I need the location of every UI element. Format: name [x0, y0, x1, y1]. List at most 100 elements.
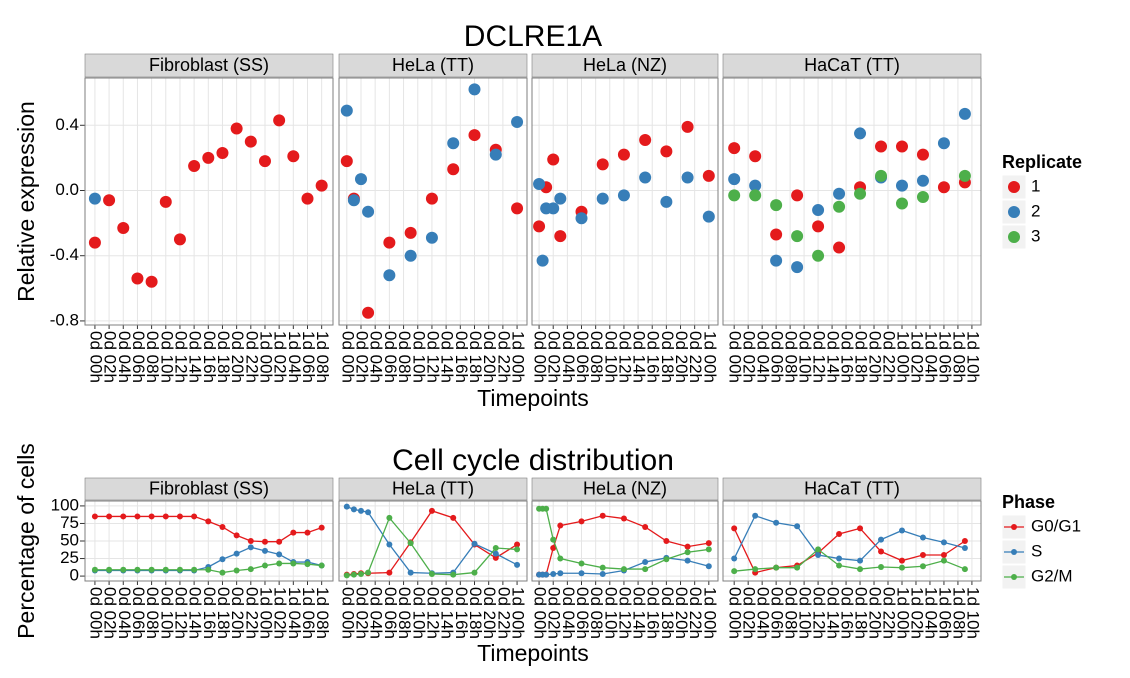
x-tick-label: 0d 20h [480, 331, 499, 383]
x-tick-label: 0d 12h [615, 587, 634, 639]
data-point [578, 570, 585, 577]
x-tick-label: 0d 12h [423, 331, 442, 383]
data-point [642, 566, 649, 573]
y-tick-label: 25 [60, 548, 79, 567]
data-point [468, 83, 481, 96]
data-point [857, 566, 864, 573]
legend-label: 3 [1031, 226, 1040, 245]
data-point [617, 148, 630, 161]
data-point [812, 220, 825, 233]
x-tick-label: 0d 20h [672, 331, 691, 383]
x-tick-label: 0d 14h [186, 331, 205, 383]
chart-title: DCLRE1A [464, 20, 602, 53]
data-point [428, 570, 435, 577]
x-tick-label: 1d 00h [509, 587, 528, 639]
strip-label: HeLa (NZ) [583, 55, 667, 75]
data-point [492, 554, 499, 561]
data-point [276, 551, 283, 558]
data-point [620, 515, 627, 522]
data-point [276, 560, 283, 567]
data-point [176, 513, 183, 520]
data-point [447, 137, 460, 150]
x-tick-label: 0d 08h [395, 331, 414, 383]
x-tick-label: 0d 22h [242, 587, 261, 639]
data-point [543, 505, 550, 512]
x-tick-label: 0d 14h [824, 331, 843, 383]
series-line [733, 514, 966, 562]
data-point [468, 129, 481, 142]
data-point [511, 116, 524, 129]
data-point [878, 548, 885, 555]
data-point [88, 236, 101, 249]
panel-border [531, 77, 719, 326]
x-tick-label: 1d 02h [271, 587, 290, 639]
data-point [173, 233, 186, 246]
x-tick-label: 1d 00h [700, 587, 719, 639]
data-point [660, 145, 673, 158]
chart-title: Cell cycle distribution [392, 444, 674, 477]
data-point [386, 514, 393, 521]
data-point [202, 151, 215, 164]
x-tick-label: 0d 02h [101, 587, 120, 639]
data-point [216, 146, 229, 159]
data-point [958, 107, 971, 120]
data-point [919, 552, 926, 559]
data-point [684, 557, 691, 564]
data-point [489, 148, 502, 161]
x-tick-label: 0d 02h [545, 331, 564, 383]
data-point [357, 507, 364, 514]
x-tick-label: 0d 08h [143, 587, 162, 639]
data-point [895, 179, 908, 192]
data-point [642, 523, 649, 530]
x-tick-label: 0d 04h [754, 331, 773, 383]
legend-label: 2 [1031, 201, 1040, 220]
data-point [681, 171, 694, 184]
x-tick-label: 0d 10h [601, 587, 620, 639]
data-point [492, 550, 499, 557]
data-point [791, 261, 804, 274]
y-tick-label: 0.4 [55, 115, 79, 134]
x-tick-label: 0d 14h [630, 587, 649, 639]
data-point [833, 241, 846, 254]
x-tick-label: 0d 14h [186, 587, 205, 639]
data-point [749, 189, 762, 202]
data-point [854, 187, 867, 200]
data-point [940, 557, 947, 564]
strip [84, 53, 334, 78]
x-tick-label: 1d 00h [700, 331, 719, 383]
panel-border [338, 77, 528, 326]
data-point [599, 570, 606, 577]
data-point [752, 566, 759, 573]
x-tick-label: 0d 14h [824, 587, 843, 639]
data-point [684, 543, 691, 550]
x-tick-label: 0d 14h [630, 331, 649, 383]
data-point [857, 525, 864, 532]
data-point [702, 169, 715, 182]
data-point [543, 571, 550, 578]
data-point [791, 230, 804, 243]
panel-border [84, 500, 334, 582]
x-tick-label: 0d 08h [782, 331, 801, 383]
data-point [362, 205, 375, 218]
data-point [354, 173, 367, 186]
legend-marker [1011, 524, 1017, 530]
data-point [794, 564, 801, 571]
data-point [134, 566, 141, 573]
data-point [365, 569, 372, 576]
data-point [233, 550, 240, 557]
data-point [191, 513, 198, 520]
data-point [511, 202, 524, 215]
x-tick-label: 0d 18h [214, 587, 233, 639]
data-point [261, 547, 268, 554]
data-point [290, 560, 297, 567]
legend-marker [1008, 181, 1020, 193]
data-point [770, 254, 783, 267]
data-point [681, 120, 694, 133]
data-point [176, 566, 183, 573]
data-point [770, 228, 783, 241]
data-point [120, 566, 127, 573]
data-point [705, 563, 712, 570]
data-point [916, 148, 929, 161]
data-point [916, 191, 929, 204]
